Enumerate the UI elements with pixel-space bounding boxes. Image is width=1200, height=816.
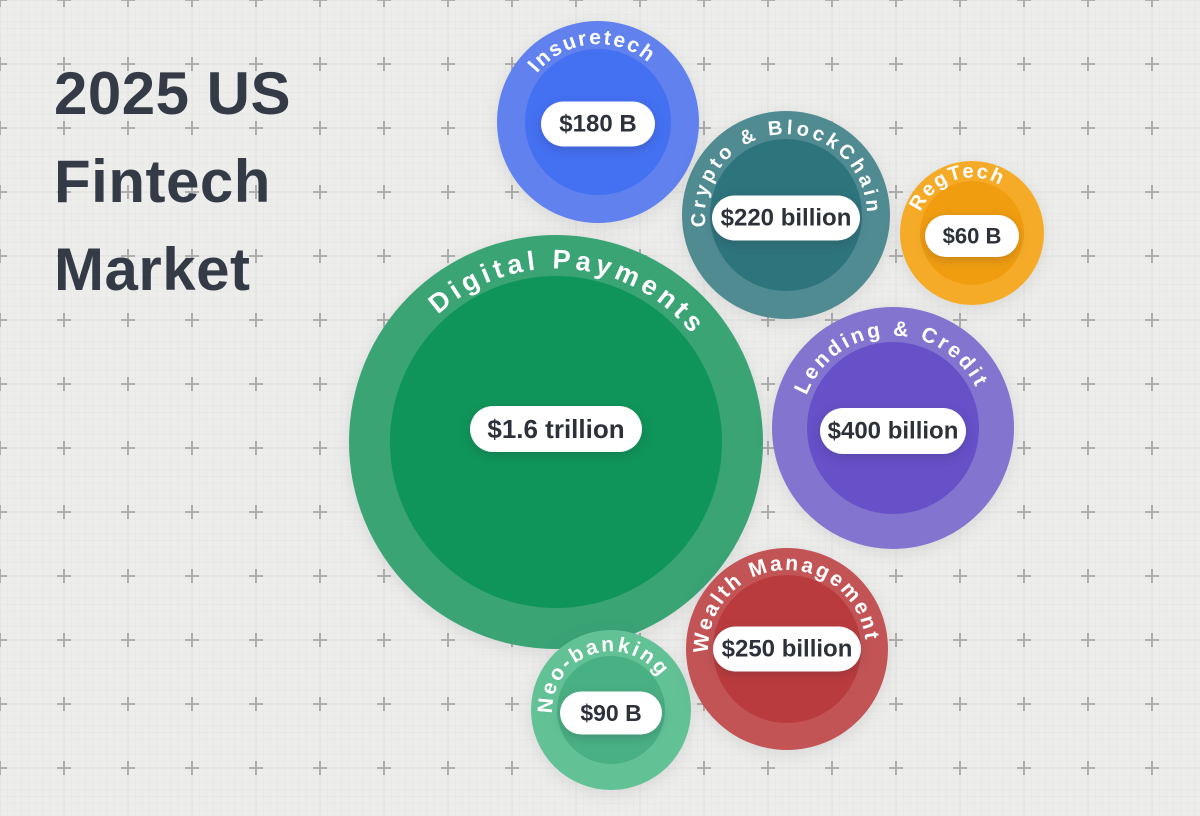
value-label: $90 B (580, 700, 641, 726)
value-pill (713, 626, 861, 672)
value-label: $60 B (943, 224, 1002, 249)
value-label: $220 billion (721, 205, 852, 232)
bubble-insuretech[interactable]: Insuretech$180 B (497, 21, 699, 223)
value-label: $1.6 trillion (487, 414, 624, 444)
bubble-wealth-management[interactable]: Wealth Management$250 billion (686, 548, 888, 750)
value-pill (470, 406, 642, 452)
bubble-crypto-blockchain[interactable]: Crypto & BlockChain$220 billion (682, 111, 890, 319)
value-label: $180 B (559, 111, 636, 138)
value-pill (541, 101, 655, 147)
value-label: $400 billion (828, 418, 959, 445)
bubble-digital-payments[interactable]: Digital Payments$1.6 trillion (349, 235, 763, 649)
value-pill (712, 195, 860, 241)
value-pill (820, 408, 966, 454)
bubble-neo-banking[interactable]: Neo-banking$90 B (531, 630, 691, 790)
bubble-regtech[interactable]: RegTech$60 B (900, 160, 1044, 305)
bubble-lending-credit[interactable]: Lending & Credit$400 billion (772, 307, 1014, 549)
value-pill (925, 215, 1019, 257)
value-label: $250 billion (722, 636, 853, 663)
value-pill (560, 691, 662, 735)
page-title: 2025 US Fintech Market (54, 60, 291, 303)
